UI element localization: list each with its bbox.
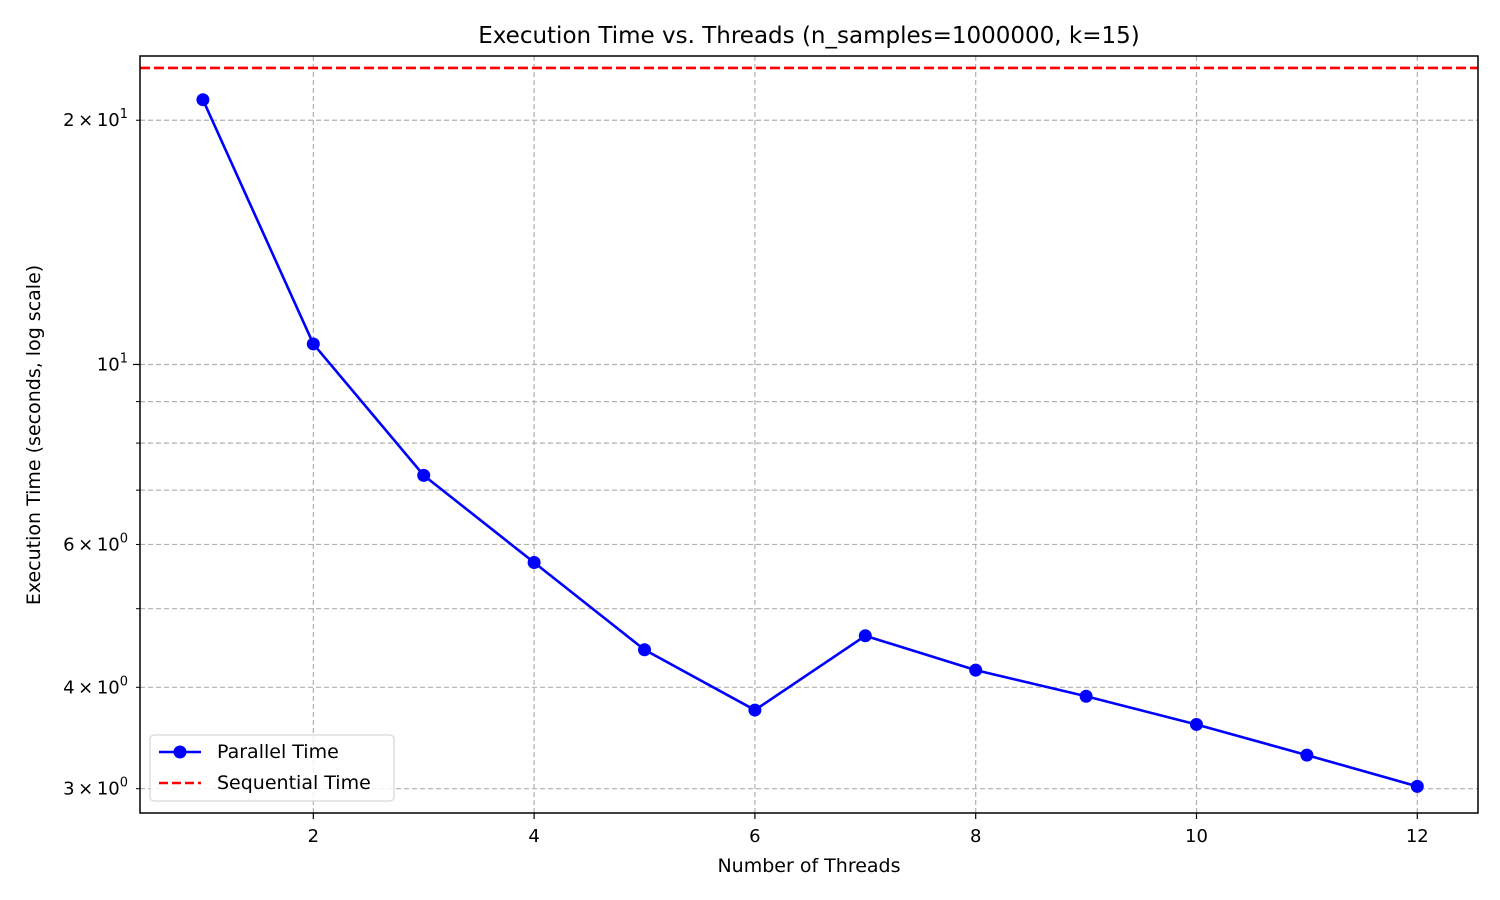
x-tick-label: 10: [1185, 826, 1208, 847]
chart-title: Execution Time vs. Threads (n_samples=10…: [478, 23, 1140, 49]
parallel-time-point: [1410, 779, 1424, 793]
series-layer: [140, 66, 1478, 793]
y-axis-label: Execution Time (seconds, log scale): [23, 265, 45, 605]
x-tick-label: 2: [308, 826, 319, 847]
legend-frame: [149, 734, 395, 802]
x-tick-label: 12: [1406, 826, 1429, 847]
legend-label-parallel: Parallel Time: [217, 741, 339, 763]
parallel-time-point: [417, 468, 431, 482]
parallel-time-point: [306, 337, 320, 351]
parallel-time-point: [1300, 748, 1314, 762]
x-axis-label: Number of Threads: [717, 855, 900, 877]
ticks: 2 4 6 8 10 12 101 3 × 100 4 × 100 6 × 100 2 × 101: [63, 107, 1429, 847]
y-tick-label: 4 × 100: [63, 674, 128, 698]
parallel-time-point: [748, 703, 762, 717]
y-tick-label: 3 × 100: [63, 776, 128, 800]
y-tick-label: 6 × 100: [63, 531, 128, 555]
parallel-time-line: [201, 99, 1418, 788]
grid: [140, 56, 1478, 813]
x-tick-label: 6: [749, 826, 760, 847]
x-tick-label: 8: [970, 826, 981, 847]
legend-label-sequential: Sequential Time: [217, 772, 371, 794]
x-tick-label: 4: [528, 826, 539, 847]
parallel-time-point: [638, 643, 652, 657]
parallel-time-point: [969, 663, 983, 677]
plot-frame: [139, 55, 1479, 814]
parallel-time-point: [527, 556, 541, 570]
parallel-time-point: [196, 93, 210, 107]
parallel-time-point: [858, 629, 872, 643]
legend: Parallel Time Sequential Time: [149, 734, 395, 802]
parallel-time-point: [1079, 689, 1093, 703]
y-tick-label: 2 × 101: [63, 107, 128, 131]
legend-marker-parallel: [173, 745, 187, 759]
y-tick-label: 101: [97, 351, 128, 375]
parallel-time-point: [1189, 717, 1203, 731]
